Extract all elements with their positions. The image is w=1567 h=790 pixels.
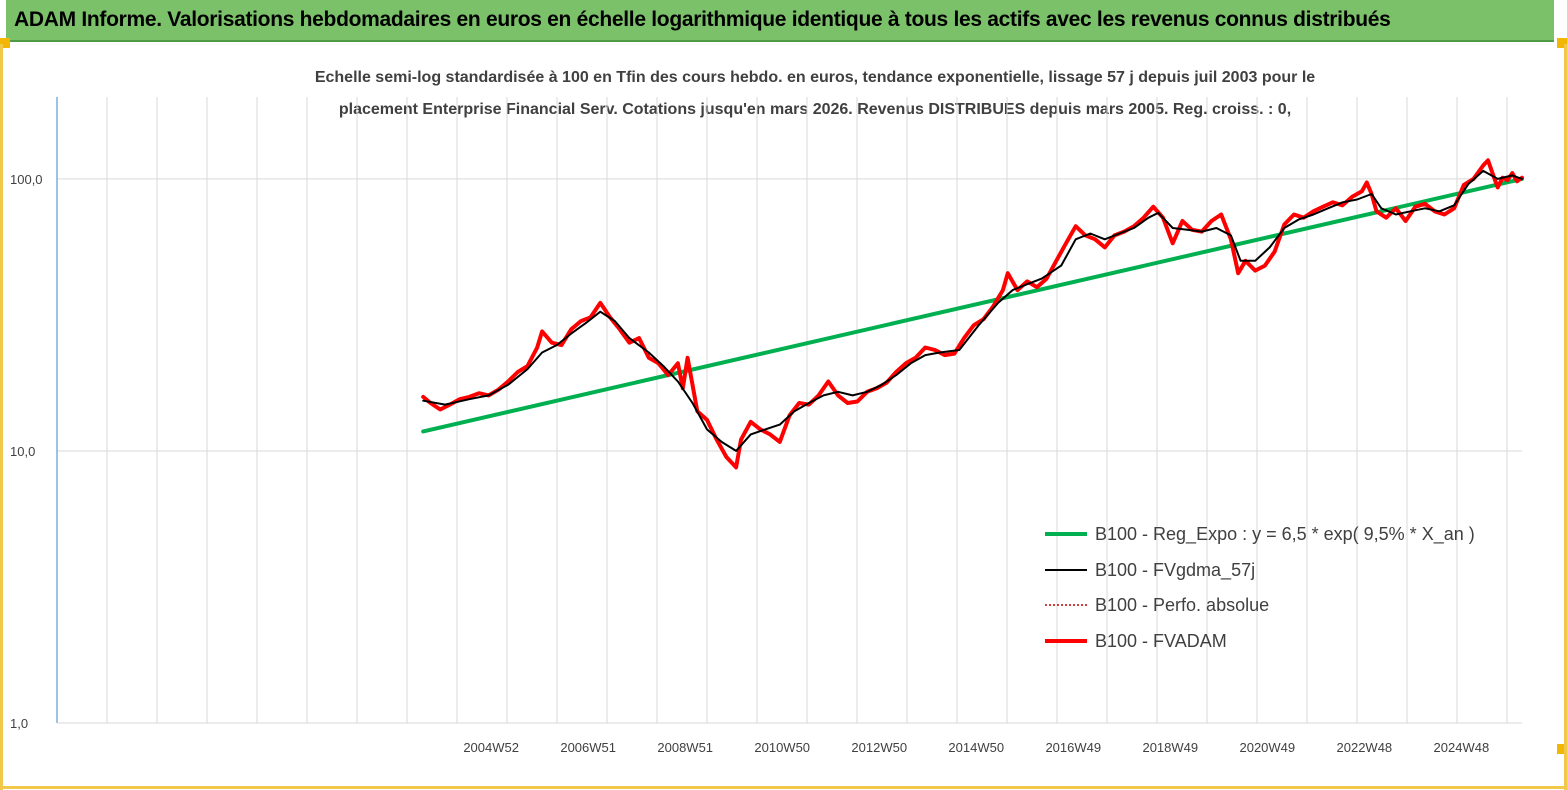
x-tick-label: 2014W50 (948, 740, 1004, 755)
legend-label: B100 - FVgdma_57j (1095, 560, 1255, 581)
legend-label: B100 - Perfo. absolue (1095, 595, 1269, 615)
x-tick-label: 2012W50 (851, 740, 907, 755)
x-tick-label: 2008W51 (657, 740, 713, 755)
x-tick-label: 2020W49 (1239, 740, 1295, 755)
x-tick-label: 2010W50 (754, 740, 810, 755)
corner-marker-top-right (1557, 38, 1567, 48)
report-title: ADAM Informe. Valorisations hebdomadaire… (14, 8, 1391, 31)
series-line-3 (421, 158, 1524, 470)
chart-title-line-2: placement Enterprise Financial Serv. Cot… (338, 101, 1292, 118)
chart-title-line-1: Echelle semi-log standardisée à 100 en T… (314, 69, 1316, 86)
x-tick-label: 2018W49 (1142, 740, 1198, 755)
x-tick-label: 2004W52 (463, 740, 519, 755)
y-tick-label: 1,0 (10, 716, 28, 731)
frame-bottom-edge (0, 786, 1567, 789)
x-tick-label: 2022W48 (1337, 740, 1393, 755)
y-tick-label: 100,0 (10, 172, 43, 187)
x-tick-label: 2016W49 (1045, 740, 1101, 755)
series-line-0 (421, 176, 1524, 434)
legend-label: B100 - FVADAM (1095, 631, 1227, 651)
corner-marker-bottom-right (1557, 744, 1567, 754)
legend-label: B100 - Reg_Expo : y = 6,5 * exp( 9,5% * … (1095, 524, 1475, 545)
x-tick-label: 2024W48 (1434, 740, 1490, 755)
frame-left-edge (0, 44, 3, 790)
report-banner: ADAM Informe. Valorisations hebdomadaire… (6, 0, 1554, 42)
corner-marker-top-left (0, 38, 10, 48)
x-tick-label: 2006W51 (560, 740, 616, 755)
frame-right-edge (1564, 44, 1567, 790)
series-line-1 (422, 169, 1523, 452)
y-tick-label: 10,0 (10, 444, 35, 459)
